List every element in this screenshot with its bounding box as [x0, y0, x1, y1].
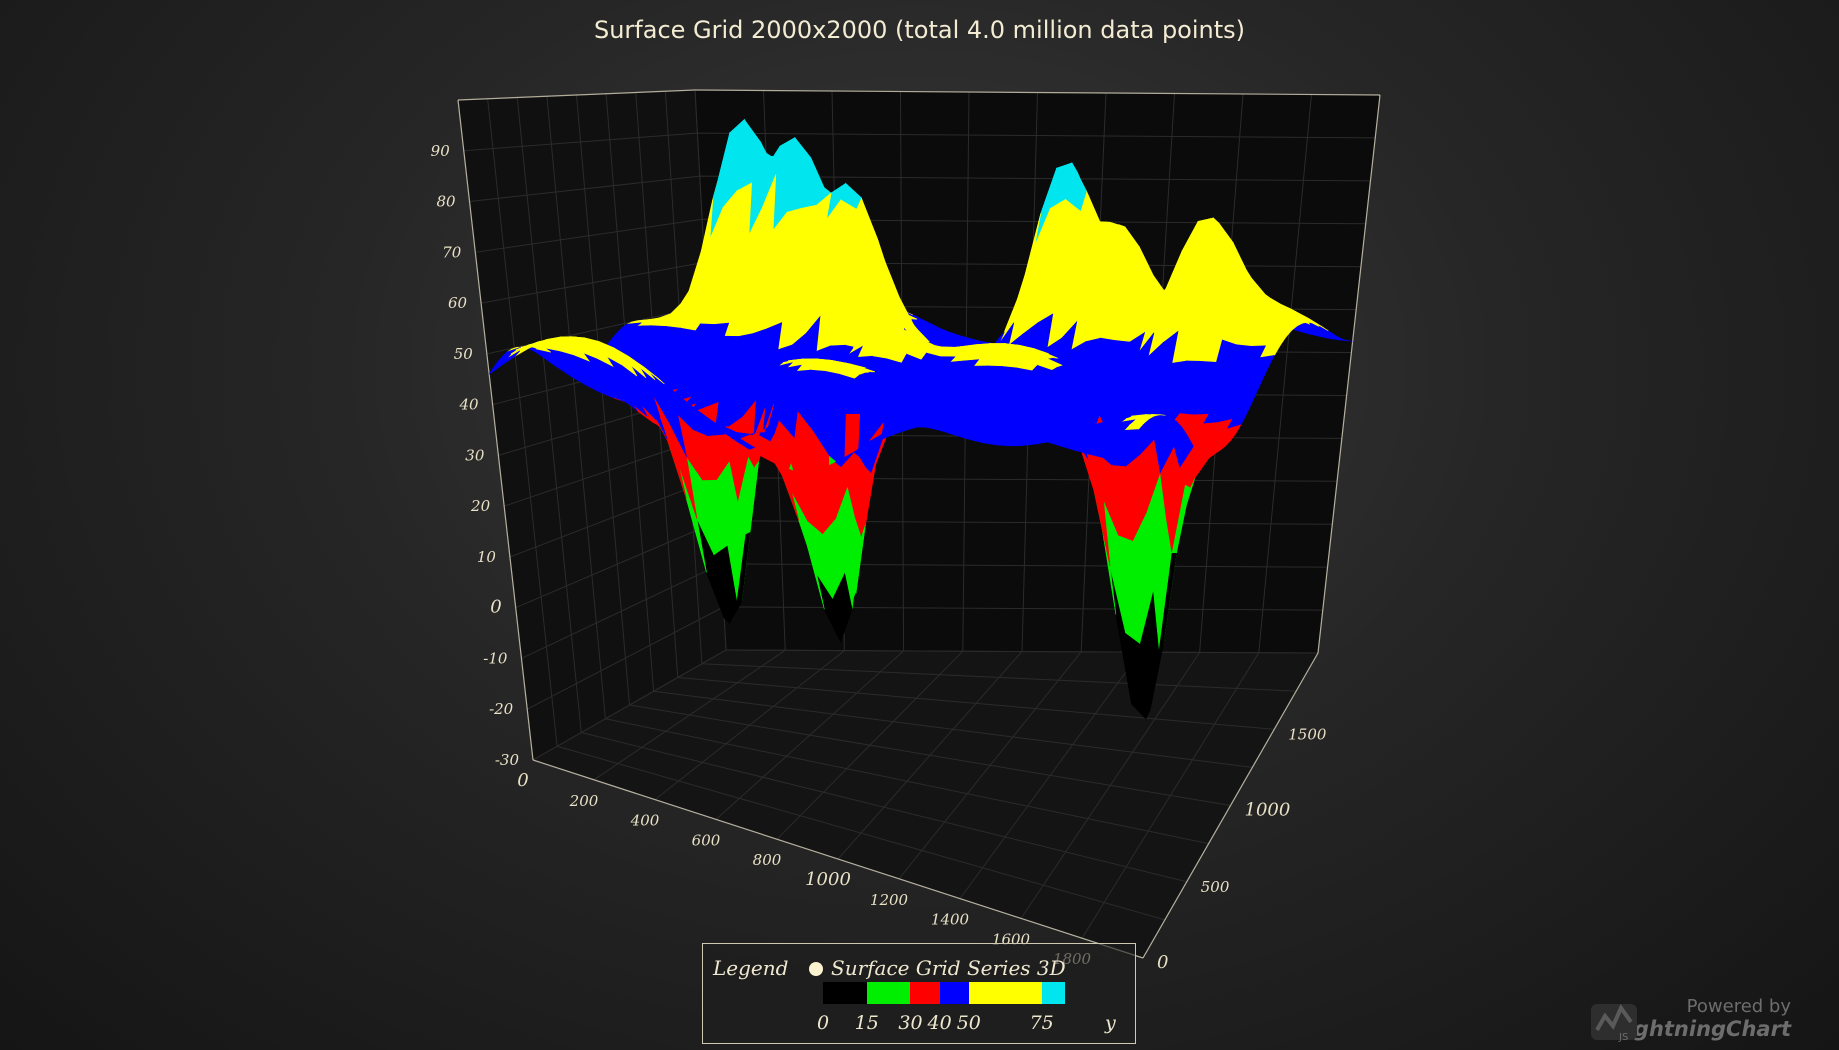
chart-title: Surface Grid 2000x2000 (total 4.0 millio… [593, 16, 1246, 44]
box-edge [1142, 652, 1319, 959]
legend-step-label: 30 [898, 1012, 923, 1034]
box-edge [457, 99, 534, 761]
wall-grid-line [463, 132, 1376, 152]
legend-step-75 [1041, 982, 1065, 1004]
floor-grid-line [605, 718, 1209, 845]
box-edge [1317, 94, 1381, 654]
left-grid-line [546, 96, 606, 719]
legend-step-0 [823, 982, 867, 1004]
legend-series-name[interactable]: Surface Grid Series 3D [831, 956, 1066, 980]
legend-step-15 [866, 982, 911, 1004]
floor-grid-line [581, 732, 1187, 883]
x-tick-label: 1000 [805, 869, 851, 890]
x-tick-label: 200 [569, 792, 599, 810]
floor-grid-line [677, 677, 1275, 730]
z-tick-label: 1000 [1245, 800, 1291, 821]
left-grid-line [516, 97, 582, 733]
y-tick-label: -20 [489, 700, 514, 718]
legend-box[interactable]: Legend Surface Grid Series 3D 0 15 30 40 50 7… [702, 943, 1136, 1044]
y-tick-label: 60 [448, 294, 468, 312]
lightningchart-logo-icon: JS [1591, 1003, 1637, 1043]
x-tick-label: 1200 [870, 891, 909, 909]
surface-series[interactable] [488, 118, 1353, 720]
legend-title: Legend [713, 956, 789, 980]
wall-grid-line [469, 175, 1371, 203]
z-axis-ticks: 0 500 1000 1500 [1157, 725, 1327, 973]
y-tick-label: 70 [442, 243, 462, 261]
wall-grid-line [475, 218, 1366, 253]
y-tick-label: 40 [459, 396, 480, 414]
left-grid-line [487, 98, 558, 747]
y-tick-label: -10 [483, 649, 508, 667]
legend-step-label: 40 [927, 1012, 952, 1034]
z-tick-label: 0 [1157, 952, 1168, 973]
surface-cell [488, 358, 507, 375]
y-tick-label: 0 [490, 597, 501, 618]
legend-series-dot [809, 962, 823, 976]
branding-bottom: LightningChart [1613, 1017, 1791, 1041]
y-axis-ticks: -30 -20 -10 0 10 20 30 40 50 60 70 80 90 [431, 142, 520, 769]
floor-grid-line [653, 690, 1253, 768]
left-grid-line [576, 94, 630, 706]
wall-grid-line [532, 649, 1319, 761]
branding-top: Powered by [1686, 996, 1791, 1017]
legend-step-label: 75 [1029, 1012, 1054, 1034]
x-tick-label: 0 [517, 770, 528, 791]
legend-step-label: 50 [956, 1012, 981, 1034]
branding: Powered by LightningChart [1613, 996, 1791, 1041]
left-wall [458, 90, 726, 760]
x-tick-label: 800 [753, 851, 782, 869]
floor-grid-line [701, 663, 1297, 692]
y-tick-label: -30 [495, 751, 520, 769]
legend-step-50 [968, 982, 1042, 1004]
legend-color-bar [823, 982, 1065, 1004]
box-edge [694, 89, 1381, 96]
x-tick-label: 400 [630, 812, 660, 830]
y-tick-label: 90 [431, 142, 451, 160]
legend-axis-label: y [1105, 1012, 1116, 1034]
z-tick-label: 1500 [1288, 725, 1327, 743]
y-tick-label: 10 [477, 548, 497, 566]
legend-step-30 [910, 982, 940, 1004]
x-tick-label: 1400 [931, 911, 970, 929]
z-tick-label: 500 [1201, 878, 1230, 896]
floor-grid-line [629, 704, 1231, 806]
box-edge [457, 89, 696, 101]
legend-step-label: 0 [816, 1012, 830, 1034]
legend-step-label: 15 [854, 1012, 879, 1034]
x-tick-label: 600 [692, 831, 721, 849]
legend-step-40 [939, 982, 969, 1004]
y-tick-label: 80 [436, 193, 456, 211]
logo-text: JS [1618, 1032, 1628, 1043]
floor-grid-line [556, 745, 1166, 921]
box-edge [532, 759, 1144, 959]
y-tick-label: 50 [454, 345, 474, 363]
y-tick-label: 30 [465, 446, 485, 464]
floor [533, 650, 1318, 958]
y-tick-label: 20 [470, 497, 491, 515]
axis-walls [457, 89, 1381, 959]
back-grid-line [1258, 94, 1312, 653]
